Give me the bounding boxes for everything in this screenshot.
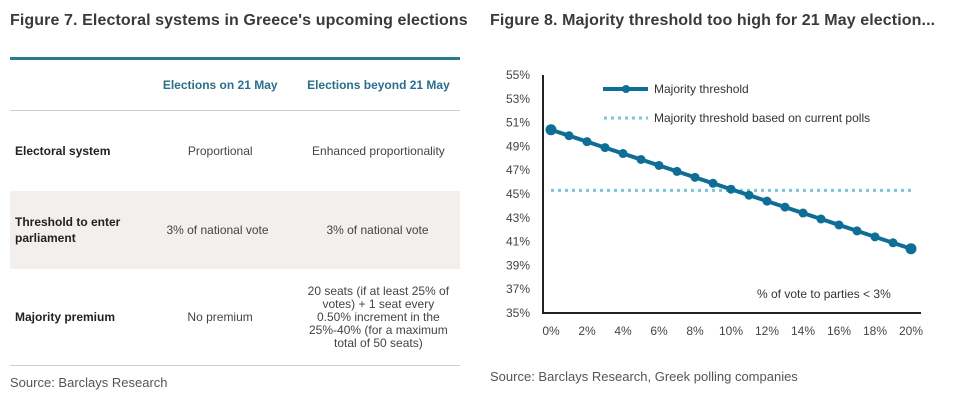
row-cell: Proportional	[187, 144, 253, 158]
row-cell: 20 seats (if at least 25% of votes) + 1 …	[307, 283, 450, 350]
figure7-source: Source: Barclays Research	[10, 375, 168, 390]
majority-threshold-point	[636, 154, 646, 164]
row-cell: Enhanced proportionality	[312, 143, 445, 158]
y-tick-label: 35%	[506, 306, 530, 320]
majority-threshold-point	[852, 226, 862, 236]
y-tick-label: 37%	[506, 282, 530, 296]
y-tick-label: 39%	[506, 258, 530, 272]
majority-threshold-point	[798, 208, 808, 218]
header-cell-beyond-21-may: Elections beyond 21 May	[307, 77, 450, 92]
majority-threshold-point	[672, 166, 682, 176]
x-tick-label: 6%	[650, 324, 668, 338]
figure7-title: Figure 7. Electoral systems in Greece's …	[10, 12, 468, 29]
y-tick-label: 41%	[506, 235, 530, 249]
x-tick-label: 20%	[899, 324, 923, 338]
majority-threshold-point	[545, 124, 557, 136]
majority-threshold-point	[654, 160, 664, 170]
figure8-title: Figure 8. Majority threshold too high fo…	[490, 12, 936, 29]
table-row: Electoral system Proportional Enhanced p…	[10, 111, 460, 191]
majority-threshold-point	[564, 131, 574, 141]
majority-threshold-point	[690, 172, 700, 182]
majority-threshold-point	[618, 149, 628, 159]
majority-threshold-point	[726, 184, 736, 194]
x-tick-label: 12%	[755, 324, 779, 338]
x-tick-label: 18%	[863, 324, 887, 338]
y-tick-label: 49%	[506, 139, 530, 153]
row-cell: 3% of national vote	[166, 223, 269, 237]
x-tick-label: 2%	[578, 324, 596, 338]
x-tick-label: 14%	[791, 324, 815, 338]
majority-threshold-point	[600, 143, 610, 153]
legend-majority-threshold-label: Majority threshold	[654, 82, 749, 96]
majority-threshold-point	[708, 178, 718, 188]
row-cell: No premium	[187, 310, 253, 324]
y-tick-label: 47%	[506, 163, 530, 177]
legend-polls-threshold-label: Majority threshold based on current poll…	[654, 111, 870, 125]
y-tick-label: 51%	[506, 116, 530, 130]
y-tick-label: 53%	[506, 92, 530, 106]
majority-threshold-point	[905, 243, 917, 255]
table-row: Majority premium No premium 20 seats (if…	[10, 269, 460, 366]
x-tick-label: 8%	[686, 324, 704, 338]
row-label: Electoral system	[15, 144, 111, 158]
majority-threshold-point	[762, 196, 772, 206]
majority-threshold-point	[780, 202, 790, 212]
x-tick-label: 4%	[614, 324, 632, 338]
majority-threshold-point	[834, 220, 844, 230]
header-cell-21-may: Elections on 21 May	[162, 78, 278, 92]
y-tick-label: 55%	[506, 68, 530, 82]
majority-threshold-point	[582, 137, 592, 147]
y-tick-label: 45%	[506, 187, 530, 201]
majority-threshold-point	[816, 214, 826, 224]
x-axis-annotation: % of vote to parties < 3%	[757, 287, 891, 301]
majority-threshold-point	[870, 232, 880, 242]
x-tick-label: 10%	[719, 324, 743, 338]
row-cell: 3% of national vote	[326, 222, 429, 237]
table-header-row: Elections on 21 May Elections beyond 21 …	[10, 60, 460, 111]
x-tick-label: 16%	[827, 324, 851, 338]
x-tick-label: 0%	[542, 324, 560, 338]
electoral-systems-table: Elections on 21 May Elections beyond 21 …	[10, 57, 460, 366]
figure8-source: Source: Barclays Research, Greek polling…	[490, 369, 798, 384]
majority-threshold-point	[888, 238, 898, 248]
legend-majority-threshold-marker	[622, 85, 630, 93]
row-label: Majority premium	[15, 310, 116, 324]
row-label: Threshold to enter parliament	[15, 215, 121, 245]
table-row: Threshold to enter parliament 3% of nati…	[10, 191, 460, 269]
y-tick-label: 43%	[506, 211, 530, 225]
majority-threshold-point	[744, 190, 754, 200]
